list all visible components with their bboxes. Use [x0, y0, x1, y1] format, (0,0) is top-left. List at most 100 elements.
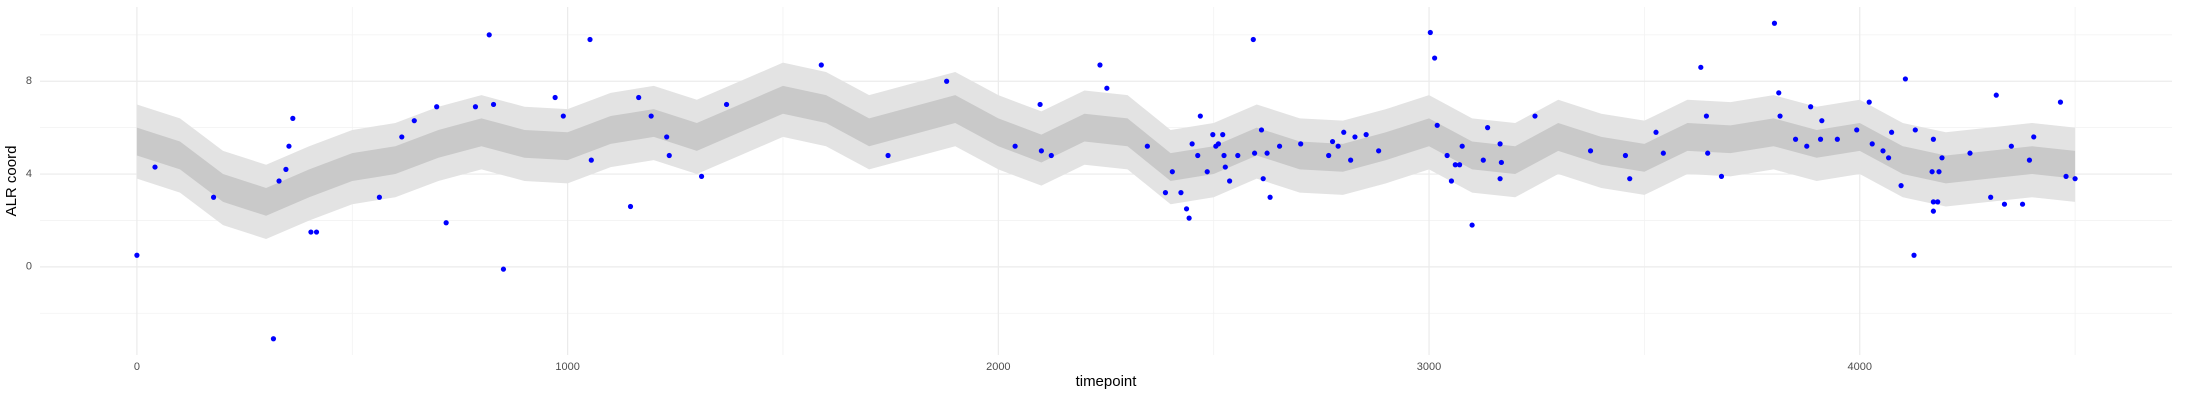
- x-axis-title: timepoint: [1076, 373, 1138, 390]
- point: [308, 229, 314, 235]
- point: [1703, 113, 1710, 119]
- point: [2026, 157, 2033, 163]
- y-tick-label: 4: [26, 168, 32, 180]
- point: [290, 115, 296, 121]
- point: [1221, 152, 1227, 159]
- point: [698, 173, 705, 179]
- point: [1432, 55, 1438, 61]
- point: [2001, 201, 2008, 207]
- point: [411, 118, 417, 124]
- point: [1434, 122, 1440, 128]
- point: [1144, 143, 1150, 149]
- point: [1866, 99, 1872, 105]
- point: [1880, 148, 1886, 154]
- point: [1452, 162, 1458, 168]
- point: [1220, 132, 1226, 138]
- point: [1497, 141, 1503, 147]
- ribbon: [136, 62, 2076, 240]
- point: [1498, 159, 1504, 166]
- point: [1258, 127, 1265, 133]
- point: [1227, 178, 1233, 184]
- point: [1260, 176, 1266, 182]
- point: [1930, 199, 1936, 205]
- point: [1776, 90, 1782, 96]
- point: [1335, 143, 1341, 149]
- x-tick-label: 1000: [555, 361, 579, 373]
- point: [1427, 29, 1433, 36]
- point: [1038, 148, 1044, 154]
- point: [1444, 152, 1450, 159]
- point: [1352, 134, 1358, 140]
- y-axis-title: ALR coord: [3, 146, 20, 217]
- point: [1376, 148, 1382, 154]
- point: [1804, 143, 1810, 149]
- point: [2057, 99, 2064, 105]
- point: [1930, 208, 1936, 214]
- point: [1298, 141, 1304, 147]
- point: [1104, 85, 1110, 91]
- point: [1363, 132, 1369, 138]
- point: [1777, 113, 1783, 119]
- point: [1197, 113, 1203, 119]
- y-tick-label: 8: [26, 75, 32, 87]
- point: [1267, 194, 1273, 200]
- point: [560, 113, 566, 119]
- point: [1869, 141, 1875, 147]
- point: [1222, 164, 1228, 170]
- point: [399, 134, 405, 140]
- point: [134, 252, 140, 258]
- point: [286, 143, 292, 149]
- point: [588, 157, 594, 163]
- point: [152, 164, 158, 170]
- point: [1929, 169, 1935, 175]
- point: [648, 113, 654, 119]
- point: [1808, 104, 1814, 110]
- point: [627, 203, 634, 210]
- point: [1819, 118, 1825, 124]
- point: [1902, 76, 1908, 82]
- x-tick-label: 2000: [986, 361, 1010, 373]
- point: [1705, 150, 1711, 156]
- point: [1532, 113, 1538, 119]
- point: [1329, 138, 1336, 145]
- point: [1469, 222, 1475, 228]
- y-tick-label: 0: [26, 261, 32, 273]
- point: [1627, 176, 1633, 182]
- point: [1457, 162, 1463, 168]
- point: [1587, 148, 1594, 154]
- point: [376, 194, 382, 200]
- point: [1178, 190, 1184, 196]
- point: [818, 62, 824, 68]
- point: [1162, 190, 1169, 196]
- point: [1935, 199, 1941, 205]
- point: [1653, 129, 1659, 135]
- point: [270, 336, 277, 342]
- point: [210, 194, 217, 200]
- point: [1939, 155, 1945, 161]
- point: [443, 220, 449, 226]
- point: [1169, 169, 1175, 175]
- point: [2063, 173, 2069, 179]
- point: [1936, 169, 1942, 175]
- point: [2031, 134, 2037, 140]
- point: [1183, 206, 1190, 212]
- point: [1235, 152, 1241, 159]
- point: [1834, 136, 1840, 142]
- point: [552, 94, 558, 101]
- point: [500, 266, 507, 272]
- point: [1215, 141, 1222, 147]
- point: [1911, 252, 1917, 258]
- point: [1930, 136, 1936, 142]
- point: [2019, 201, 2026, 207]
- x-tick-label: 4000: [1847, 361, 1871, 373]
- point: [1622, 152, 1629, 159]
- point: [1967, 150, 1973, 156]
- point: [1448, 178, 1455, 184]
- point: [486, 32, 492, 38]
- point: [1251, 150, 1258, 156]
- point: [1210, 132, 1216, 138]
- point: [1817, 136, 1824, 142]
- point: [1988, 194, 1994, 200]
